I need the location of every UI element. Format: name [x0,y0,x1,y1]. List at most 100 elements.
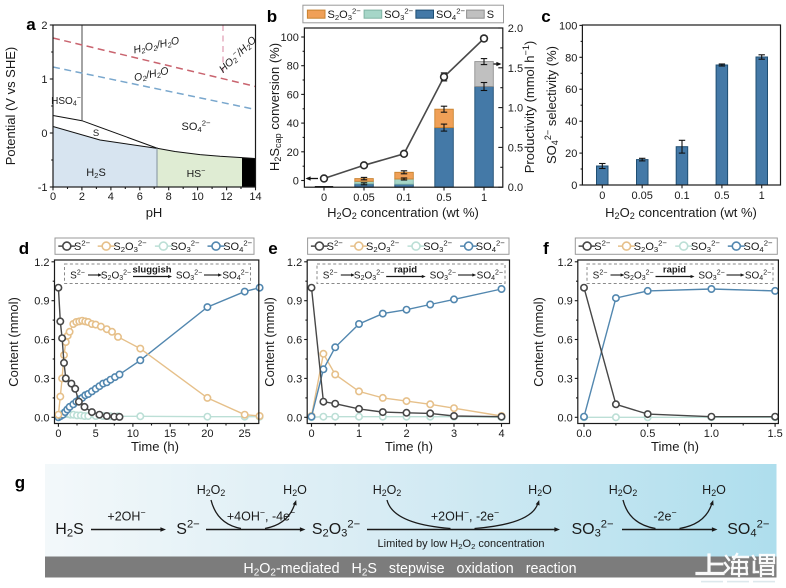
svg-text:0: 0 [50,191,56,203]
svg-text:Content (mmol): Content (mmol) [262,297,277,387]
svg-text:1: 1 [481,192,487,204]
svg-text:1: 1 [759,190,765,202]
svg-text:5: 5 [93,428,99,440]
svg-text:0: 0 [293,176,299,188]
svg-text:HSO4−: HSO4− [51,95,81,108]
svg-text:S2−: S2− [594,239,611,253]
svg-text:S2O32−: S2O32− [101,270,131,283]
svg-text:1.0: 1.0 [704,428,719,440]
svg-text:SO32−: SO32− [171,239,200,254]
svg-text:+4OH−, -4e−: +4OH−, -4e− [227,508,295,524]
svg-text:SO42−: SO42− [222,270,248,283]
svg-text:SO32−: SO32− [571,519,613,540]
svg-text:H2O2: H2O2 [373,483,402,498]
svg-text:0.05: 0.05 [353,192,374,204]
svg-text:0: 0 [55,428,61,440]
svg-text:14: 14 [249,191,261,203]
svg-text:SO42−: SO42− [727,519,769,540]
svg-text:0.1: 0.1 [674,190,689,202]
svg-text:1.0: 1.0 [508,103,523,115]
svg-text:g: g [15,473,25,492]
svg-text:100: 100 [281,32,299,44]
svg-text:Productivity (mmol h−1): Productivity (mmol h−1) [521,41,537,173]
svg-text:0.5: 0.5 [640,428,655,440]
svg-text:0.0: 0.0 [558,412,573,424]
svg-text:4: 4 [108,191,114,203]
svg-text:H2O2 concentration (wt %): H2O2 concentration (wt %) [605,205,757,221]
svg-text:0.9: 0.9 [287,296,302,308]
svg-text:40: 40 [287,118,299,130]
svg-text:20: 20 [287,147,299,159]
svg-text:0.5: 0.5 [508,142,523,154]
svg-text:0.9: 0.9 [34,296,49,308]
svg-text:S2O32−: S2O32− [312,519,360,540]
svg-text:SO32−: SO32− [423,239,452,254]
svg-text:15: 15 [164,428,176,440]
svg-text:H2O2/H2O: H2O2/H2O [132,35,180,58]
svg-text:1.5: 1.5 [508,63,523,75]
svg-text:S2−: S2− [323,270,338,282]
svg-text:0.0: 0.0 [576,428,591,440]
svg-text:H2Scap conversion (%): H2Scap conversion (%) [267,43,283,171]
svg-text:SO32−: SO32− [691,239,720,254]
svg-text:SO42−: SO42− [744,239,773,254]
svg-text:Time (h): Time (h) [385,439,433,454]
svg-text:40: 40 [565,116,577,128]
svg-text:H2O2 concentration (wt %): H2O2 concentration (wt %) [327,205,479,221]
svg-text:SO32−: SO32− [430,270,456,283]
svg-text:SO42−: SO42− [745,270,771,283]
svg-text:+2OH−: +2OH− [107,508,145,524]
svg-text:20: 20 [565,148,577,160]
svg-text:c: c [541,7,550,26]
svg-text:0.5: 0.5 [714,190,729,202]
svg-text:H2O2-mediated H2S stepwise: H2O2-mediated H2S stepwise oxidation rea… [243,561,576,578]
svg-text:H2O: H2O [702,483,726,498]
svg-text:sluggish: sluggish [132,264,171,275]
svg-text:HS−: HS− [187,166,206,180]
svg-text:rapid: rapid [663,264,686,275]
svg-text:S2−: S2− [74,239,91,253]
svg-text:6: 6 [137,191,143,203]
svg-text:1.2: 1.2 [34,257,49,269]
svg-text:0.3: 0.3 [558,373,573,385]
svg-text:e: e [268,239,277,258]
svg-text:SO32−: SO32− [698,270,724,283]
svg-text:S2O32−: S2O32− [366,239,400,254]
svg-text:S: S [93,128,99,139]
svg-text:O2/H2O: O2/H2O [133,65,170,85]
svg-text:Content (mmol): Content (mmol) [6,297,21,387]
svg-text:1: 1 [356,428,362,440]
svg-text:S2O32−: S2O32− [634,239,668,254]
svg-text:H2S: H2S [86,167,106,180]
svg-text:12: 12 [220,191,232,203]
svg-text:Potential (V vs SHE): Potential (V vs SHE) [3,47,18,166]
svg-text:0: 0 [599,190,605,202]
svg-text:SO42−: SO42− [476,239,505,254]
svg-text:60: 60 [287,89,299,101]
svg-text:Content (mmol): Content (mmol) [531,297,546,387]
svg-text:0.3: 0.3 [34,373,49,385]
svg-text:3: 3 [451,428,457,440]
svg-text:b: b [267,7,277,26]
svg-text:S2−: S2− [70,270,85,282]
svg-text:H2O2: H2O2 [609,483,638,498]
svg-text:SO32−: SO32− [176,270,202,283]
svg-text:S2O32−: S2O32− [354,270,384,283]
svg-text:H2O: H2O [528,483,552,498]
svg-text:10: 10 [127,428,139,440]
svg-text:H2S: H2S [55,521,83,540]
svg-text:2: 2 [403,428,409,440]
svg-text:8: 8 [166,191,172,203]
svg-text:S2−: S2− [593,270,608,282]
svg-text:SO42−: SO42− [223,239,252,254]
svg-text:80: 80 [565,52,577,64]
svg-text:0: 0 [571,180,577,192]
svg-text:0.0: 0.0 [508,182,523,194]
svg-text:2: 2 [79,191,85,203]
svg-text:0: 0 [321,192,327,204]
svg-text:0.05: 0.05 [631,190,652,202]
svg-text:0.6: 0.6 [34,335,49,347]
svg-text:60: 60 [565,84,577,96]
svg-text:0.9: 0.9 [558,296,573,308]
svg-text:a: a [26,15,36,34]
